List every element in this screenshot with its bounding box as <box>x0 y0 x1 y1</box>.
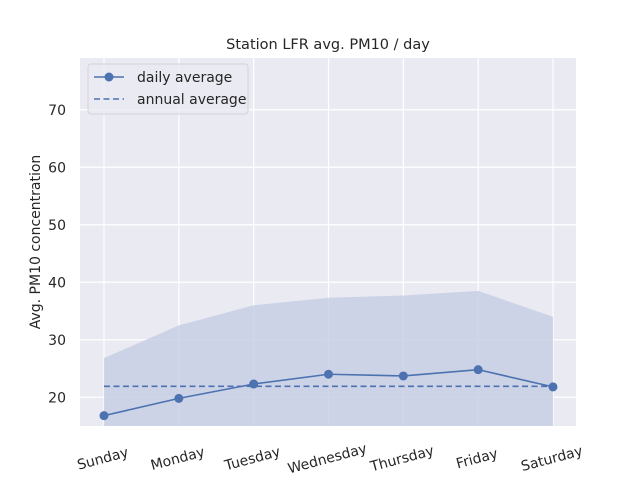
legend-label-annual-average: annual average <box>137 92 246 108</box>
y-axis-label: Avg. PM10 concentration <box>28 155 44 330</box>
x-tick-label-tuesday: Tuesday <box>222 444 282 474</box>
data-point-sunday <box>99 411 109 421</box>
data-point-friday <box>473 365 483 375</box>
x-tick-label-thursday: Thursday <box>368 443 436 476</box>
data-point-tuesday <box>249 379 259 389</box>
y-tick-label: 70 <box>48 103 66 119</box>
series-layer <box>99 365 558 421</box>
confidence-band <box>104 290 553 426</box>
y-tick-label: 40 <box>48 275 66 291</box>
x-tick-label-saturday: Saturday <box>519 443 584 475</box>
y-tick-labels: 20 30 40 50 60 70 <box>48 103 66 407</box>
x-tick-labels: Sunday Monday Tuesday Wednesday Thursday Frid… <box>76 441 585 477</box>
legend: daily average annual average <box>87 63 249 115</box>
x-tick-label-friday: Friday <box>455 446 500 472</box>
x-tick-label-sunday: Sunday <box>76 445 131 474</box>
legend-label-daily-average: daily average <box>137 70 232 86</box>
x-tick-label-wednesday: Wednesday <box>286 441 368 477</box>
y-tick-label: 20 <box>48 390 66 406</box>
y-tick-label: 60 <box>48 160 66 176</box>
band-area <box>104 290 553 426</box>
legend-swatch-daily-marker <box>104 72 114 82</box>
data-point-thursday <box>398 371 408 381</box>
data-point-wednesday <box>324 369 333 379</box>
y-tick-label: 30 <box>48 333 66 349</box>
legend-box <box>87 63 249 115</box>
y-tick-label: 50 <box>48 218 66 234</box>
data-point-monday <box>174 393 184 403</box>
x-tick-label-monday: Monday <box>149 444 207 474</box>
chart-title: Station LFR avg. PM10 / day <box>226 37 430 53</box>
